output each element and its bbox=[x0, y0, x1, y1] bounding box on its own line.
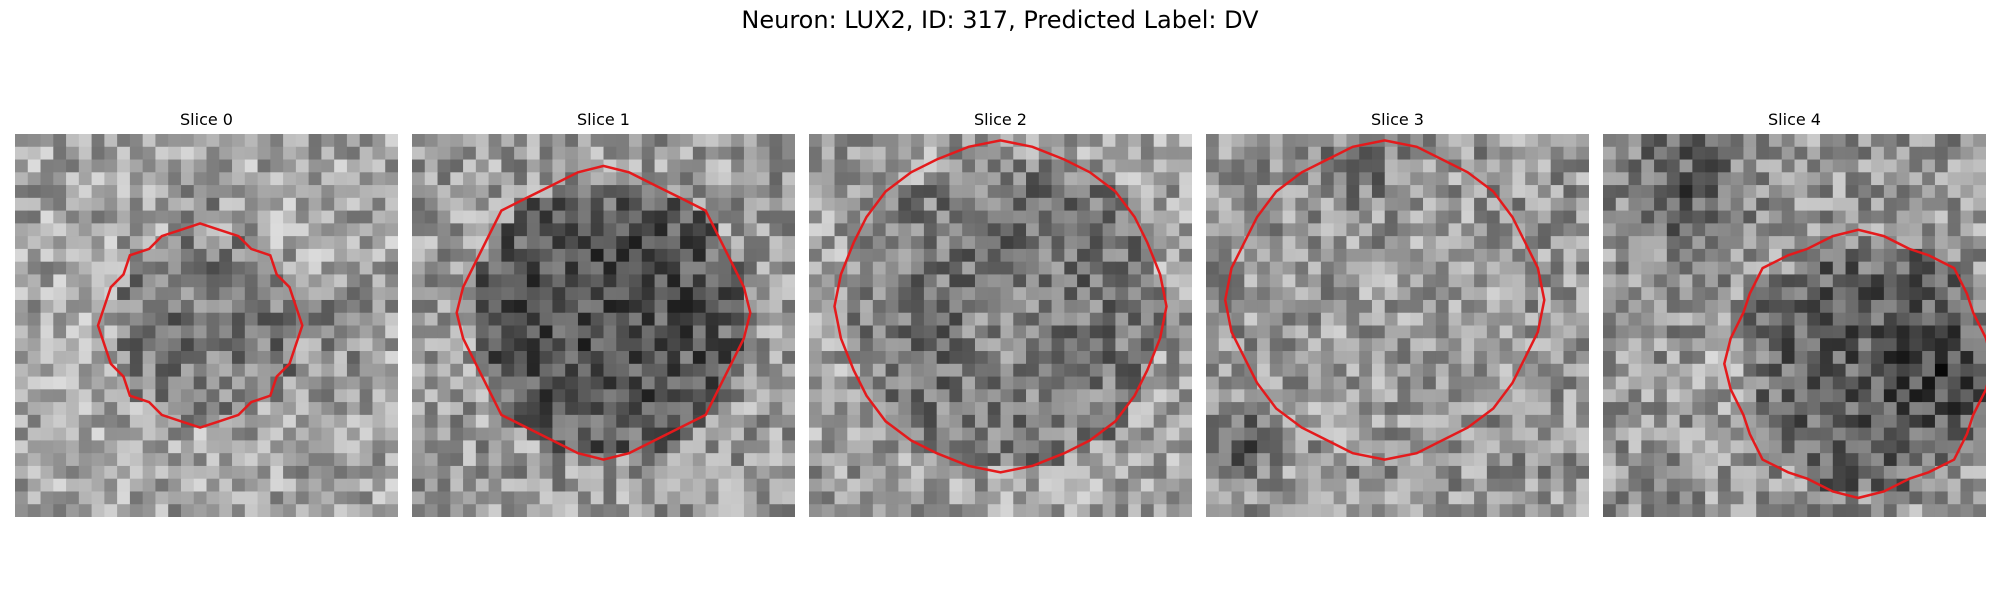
figure-title: Neuron: LUX2, ID: 317, Predicted Label: … bbox=[741, 6, 1259, 34]
pixel-grid-1 bbox=[412, 134, 795, 517]
slice-panel-1: Slice 1 bbox=[412, 108, 795, 517]
slice-title-0: Slice 0 bbox=[180, 110, 233, 129]
roi-contour-1 bbox=[455, 164, 752, 461]
slice-title-3: Slice 3 bbox=[1371, 110, 1424, 129]
pixel-grid-3 bbox=[1206, 134, 1589, 517]
slice-image-4 bbox=[1603, 134, 1986, 517]
slice-title-1: Slice 1 bbox=[577, 110, 630, 129]
slice-panel-0: Slice 0 bbox=[15, 108, 398, 517]
pixel-grid-4 bbox=[1603, 134, 1986, 517]
slice-title-4: Slice 4 bbox=[1768, 110, 1821, 129]
slice-title-2: Slice 2 bbox=[974, 110, 1027, 129]
slice-image-2 bbox=[809, 134, 1192, 517]
roi-contour-3 bbox=[1223, 139, 1546, 461]
pixel-grid-2 bbox=[809, 134, 1192, 517]
slice-image-1 bbox=[412, 134, 795, 517]
slice-panel-3: Slice 3 bbox=[1206, 108, 1589, 517]
roi-contour-0 bbox=[96, 222, 304, 429]
roi-contour-4 bbox=[1723, 228, 1986, 500]
slice-image-0 bbox=[15, 134, 398, 517]
slice-image-3 bbox=[1206, 134, 1589, 517]
slice-panel-4: Slice 4 bbox=[1603, 108, 1986, 517]
slice-panel-2: Slice 2 bbox=[809, 108, 1192, 517]
pixel-grid-0 bbox=[15, 134, 398, 517]
roi-contour-2 bbox=[833, 139, 1168, 474]
